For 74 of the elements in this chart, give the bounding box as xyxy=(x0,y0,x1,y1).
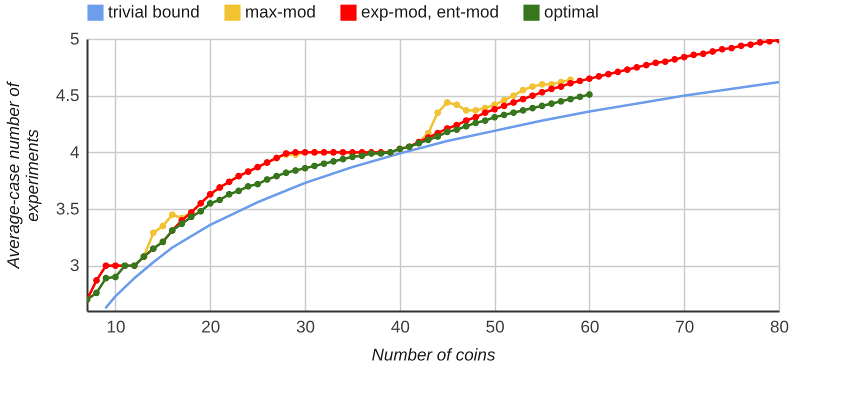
point xyxy=(462,107,470,114)
x-tick-label: 60 xyxy=(580,318,600,336)
y-tick-label: 4 xyxy=(70,142,80,162)
point xyxy=(254,180,261,188)
point xyxy=(292,167,299,174)
point xyxy=(434,109,442,116)
point xyxy=(520,86,526,94)
point xyxy=(264,176,270,183)
point xyxy=(538,102,546,110)
point xyxy=(188,214,195,220)
y-axis-title: Average-case number of experiments xyxy=(4,80,42,270)
point xyxy=(444,128,451,136)
x-tick-label: 70 xyxy=(675,318,694,336)
point xyxy=(235,188,242,194)
point xyxy=(558,98,564,105)
point xyxy=(500,112,508,118)
point xyxy=(226,190,233,198)
x-tick-label: 80 xyxy=(770,318,789,336)
legend-label: optimal xyxy=(544,2,599,22)
point xyxy=(150,229,157,236)
point xyxy=(178,220,186,228)
point xyxy=(462,122,470,130)
point xyxy=(510,109,517,116)
y-tick-label: 3.5 xyxy=(56,200,80,218)
point xyxy=(510,92,517,100)
point xyxy=(311,162,318,170)
point xyxy=(320,160,328,168)
x-tick-label: 50 xyxy=(486,318,505,336)
x-tick-label: 10 xyxy=(106,318,126,336)
point xyxy=(159,222,166,230)
x-tick-label: 20 xyxy=(201,318,220,336)
legend-label: trivial bound xyxy=(108,2,200,22)
point xyxy=(548,100,555,107)
point xyxy=(244,182,252,190)
x-axis-title: Number of coins xyxy=(372,346,496,364)
point xyxy=(453,101,460,108)
point xyxy=(482,117,488,124)
point xyxy=(112,274,119,280)
point xyxy=(424,136,432,144)
point xyxy=(576,93,584,100)
point xyxy=(168,211,176,218)
point xyxy=(302,164,308,172)
point xyxy=(529,83,536,90)
point xyxy=(282,169,290,176)
point xyxy=(472,120,480,126)
line-series xyxy=(104,80,779,309)
legend-label: exp-mod, ent-mod xyxy=(361,2,499,22)
point xyxy=(340,156,346,162)
point xyxy=(444,99,451,106)
point xyxy=(500,96,508,104)
point xyxy=(330,158,337,165)
point xyxy=(538,80,546,88)
point xyxy=(102,274,110,282)
point xyxy=(273,172,280,180)
legend-label: max-mod xyxy=(245,2,316,22)
y-tick-label: 4.5 xyxy=(56,86,80,106)
point xyxy=(216,196,224,204)
point xyxy=(93,290,100,296)
point xyxy=(520,107,526,114)
point xyxy=(206,200,214,207)
x-tick-label: 40 xyxy=(390,318,410,336)
point xyxy=(434,133,442,140)
point xyxy=(586,91,593,98)
point xyxy=(567,96,574,102)
point xyxy=(453,126,460,134)
point xyxy=(491,114,498,121)
point xyxy=(358,152,366,160)
point xyxy=(349,154,356,160)
point xyxy=(197,208,204,215)
x-tick-label: 30 xyxy=(296,318,315,336)
y-tick-label: 3 xyxy=(70,256,80,276)
y-tick-label: 5 xyxy=(70,30,80,48)
point xyxy=(472,107,480,114)
point xyxy=(529,104,536,112)
